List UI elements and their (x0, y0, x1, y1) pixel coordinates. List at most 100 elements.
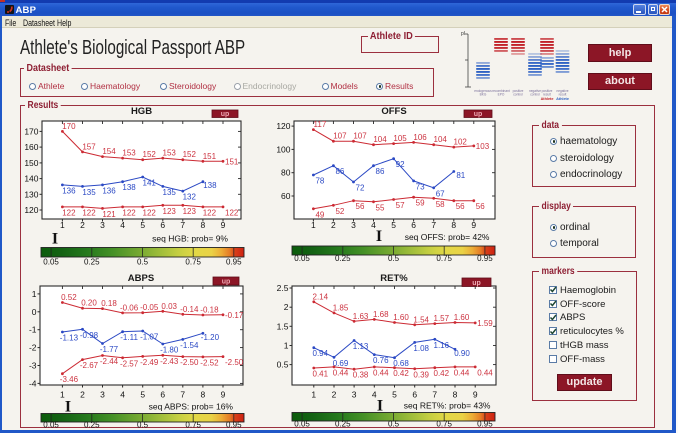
svg-text:2: 2 (331, 220, 336, 230)
svg-text:122: 122 (143, 208, 157, 217)
svg-text:result: result (559, 93, 567, 97)
svg-text:0.75: 0.75 (436, 254, 452, 263)
svg-text:0.25: 0.25 (84, 258, 100, 267)
svg-text:9: 9 (473, 390, 478, 400)
svg-text:-1.54: -1.54 (180, 341, 199, 350)
svg-text:107: 107 (333, 132, 347, 141)
svg-text:up: up (221, 111, 230, 118)
svg-text:0.5: 0.5 (137, 258, 149, 267)
svg-text:-3: -3 (29, 361, 37, 371)
svg-text:0.20: 0.20 (81, 299, 97, 308)
svg-text:0.05: 0.05 (294, 420, 310, 429)
svg-text:-1.77: -1.77 (100, 345, 119, 354)
svg-text:104: 104 (434, 135, 448, 144)
svg-text:-0.05: -0.05 (140, 303, 159, 312)
svg-text:86: 86 (335, 167, 344, 176)
svg-text:56: 56 (356, 202, 365, 211)
svg-text:8: 8 (451, 220, 456, 230)
svg-text:1.54: 1.54 (413, 315, 429, 324)
svg-text:3: 3 (100, 390, 105, 400)
svg-text:0.25: 0.25 (335, 254, 351, 263)
svg-text:0.05: 0.05 (294, 254, 310, 263)
svg-text:58: 58 (436, 200, 445, 209)
svg-text:6: 6 (411, 220, 416, 230)
svg-text:-2.50: -2.50 (225, 358, 244, 367)
svg-text:59: 59 (416, 199, 425, 208)
svg-text:5: 5 (140, 220, 145, 230)
svg-text:I: I (65, 399, 71, 416)
svg-text:151: 151 (225, 157, 239, 166)
svg-text:3: 3 (352, 390, 357, 400)
svg-text:-2: -2 (29, 343, 37, 353)
svg-text:control: control (513, 93, 523, 97)
svg-text:-1.20: -1.20 (201, 333, 220, 342)
svg-text:8: 8 (453, 390, 458, 400)
svg-text:120: 120 (276, 121, 290, 131)
svg-text:150: 150 (24, 158, 38, 168)
svg-text:-0.98: -0.98 (80, 331, 99, 340)
svg-text:0.68: 0.68 (393, 359, 409, 368)
svg-text:0.95: 0.95 (477, 420, 493, 429)
svg-text:102: 102 (454, 138, 468, 147)
svg-text:153: 153 (163, 149, 177, 158)
svg-text:138: 138 (122, 183, 136, 192)
svg-text:0.44: 0.44 (454, 368, 470, 377)
svg-text:1.68: 1.68 (373, 310, 389, 319)
svg-text:80: 80 (281, 168, 291, 178)
svg-text:170: 170 (62, 122, 76, 131)
svg-text:0.5: 0.5 (388, 254, 400, 263)
svg-text:OFFS: OFFS (381, 106, 406, 117)
svg-text:0.69: 0.69 (333, 359, 349, 368)
svg-text:1.59: 1.59 (477, 319, 493, 328)
svg-text:0.41: 0.41 (313, 370, 329, 379)
svg-text:56: 56 (456, 202, 465, 211)
svg-text:control: control (530, 93, 540, 97)
svg-text:9: 9 (221, 390, 226, 400)
svg-text:81: 81 (456, 171, 465, 180)
svg-text:6: 6 (412, 390, 417, 400)
svg-text:60: 60 (281, 191, 291, 201)
svg-text:0.5: 0.5 (388, 420, 400, 429)
svg-text:1: 1 (311, 220, 316, 230)
svg-text:-0.06: -0.06 (120, 303, 139, 312)
svg-text:-0.18: -0.18 (200, 306, 219, 315)
svg-text:recombinant: recombinant (492, 89, 510, 93)
svg-text:-1.11: -1.11 (120, 333, 138, 342)
svg-text:120: 120 (24, 205, 38, 215)
svg-text:1.5: 1.5 (277, 321, 289, 331)
svg-text:2.5: 2.5 (277, 283, 289, 293)
svg-text:1.57: 1.57 (434, 314, 450, 323)
svg-text:endogenous: endogenous (474, 89, 492, 93)
svg-text:0.42: 0.42 (393, 369, 409, 378)
svg-text:6: 6 (160, 390, 165, 400)
svg-text:152: 152 (183, 150, 197, 159)
svg-text:8: 8 (201, 390, 206, 400)
svg-text:0.95: 0.95 (226, 258, 242, 267)
svg-text:0.18: 0.18 (101, 299, 117, 308)
svg-text:122: 122 (82, 208, 96, 217)
svg-text:56: 56 (476, 202, 485, 211)
svg-text:122: 122 (122, 208, 136, 217)
svg-text:86: 86 (376, 167, 385, 176)
svg-text:2: 2 (332, 390, 337, 400)
svg-text:0.25: 0.25 (335, 420, 351, 429)
svg-text:-2.49: -2.49 (140, 358, 159, 367)
svg-text:I: I (377, 398, 383, 415)
svg-text:67: 67 (436, 189, 445, 198)
svg-text:123: 123 (183, 207, 197, 216)
svg-text:106: 106 (413, 133, 427, 142)
svg-text:0.05: 0.05 (43, 421, 59, 430)
svg-text:121: 121 (102, 210, 116, 219)
svg-text:-1.07: -1.07 (140, 333, 159, 342)
svg-text:7: 7 (180, 390, 185, 400)
svg-text:122: 122 (62, 208, 76, 217)
svg-text:0.39: 0.39 (413, 370, 429, 379)
svg-text:Athlete: Athlete (541, 97, 554, 101)
svg-text:9: 9 (471, 220, 476, 230)
svg-text:57: 57 (396, 201, 405, 210)
svg-text:BKG: BKG (480, 93, 487, 97)
svg-text:up: up (222, 278, 231, 285)
svg-text:negative: negative (529, 89, 541, 93)
svg-text:1: 1 (284, 341, 289, 351)
svg-text:151: 151 (203, 152, 217, 161)
